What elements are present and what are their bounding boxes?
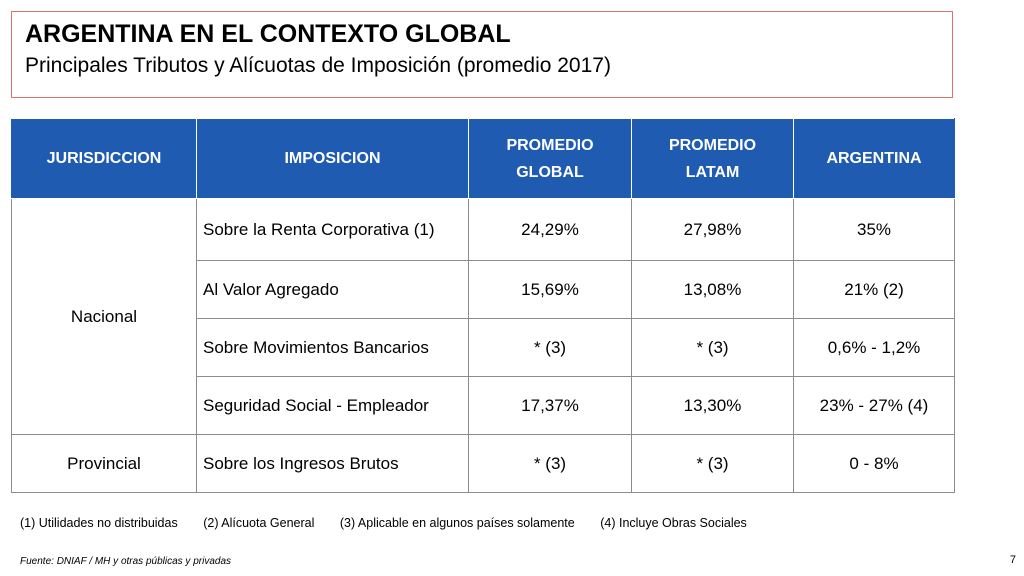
argentina-cell: 21% (2): [793, 260, 955, 319]
header-promedio-global: PROMEDIO GLOBAL: [468, 118, 632, 199]
footnote-4: (4) Incluye Obras Sociales: [600, 516, 747, 530]
jurisdiccion-cell-provincial: Provincial: [11, 434, 197, 493]
imposicion-cell: Sobre la Renta Corporativa (1): [196, 198, 469, 261]
table-row: Provincial Sobre los Ingresos Brutos * (…: [11, 434, 955, 493]
page-number: 7: [1009, 554, 1016, 566]
global-cell: * (3): [468, 318, 632, 377]
footnote-1: (1) Utilidades no distribuidas: [20, 516, 178, 530]
tax-rates-table: JURISDICCION IMPOSICION PROMEDIO GLOBAL …: [11, 118, 955, 493]
jurisdiccion-cell-nacional: Nacional: [11, 198, 197, 435]
page-title: ARGENTINA EN EL CONTEXTO GLOBAL: [25, 20, 511, 48]
table-row: Nacional Sobre la Renta Corporativa (1) …: [11, 198, 955, 435]
imposicion-cell: Sobre los Ingresos Brutos: [196, 434, 469, 493]
table-row: Seguridad Social - Empleador 17,37% 13,3…: [12, 376, 955, 435]
argentina-cell: 0 - 8%: [793, 434, 955, 493]
latam-cell: 27,98%: [631, 198, 794, 261]
header-promedio-latam: PROMEDIO LATAM: [631, 118, 794, 199]
global-cell: 24,29%: [468, 198, 632, 261]
header-imposicion: IMPOSICION: [196, 118, 469, 199]
table-header-row: JURISDICCION IMPOSICION PROMEDIO GLOBAL …: [11, 118, 955, 199]
latam-cell: * (3): [631, 318, 794, 377]
argentina-cell: 23% - 27% (4): [793, 376, 955, 435]
latam-cell: 13,30%: [631, 376, 794, 435]
table-row: Sobre Movimientos Bancarios * (3) * (3) …: [12, 318, 955, 377]
page-subtitle: Principales Tributos y Alícuotas de Impo…: [25, 54, 611, 77]
argentina-cell: 35%: [793, 198, 955, 261]
imposicion-cell: Al Valor Agregado: [196, 260, 469, 319]
header-promedio-global-line1: PROMEDIO: [506, 136, 594, 154]
header-promedio-global-line2: GLOBAL: [516, 163, 584, 181]
title-box: ARGENTINA EN EL CONTEXTO GLOBAL Principa…: [11, 11, 953, 98]
argentina-cell: 0,6% - 1,2%: [793, 318, 955, 377]
imposicion-cell: Seguridad Social - Empleador: [196, 376, 469, 435]
latam-cell: * (3): [631, 434, 794, 493]
header-promedio-latam-line2: LATAM: [685, 163, 740, 181]
global-cell: * (3): [468, 434, 632, 493]
imposicion-cell: Sobre Movimientos Bancarios: [196, 318, 469, 377]
table-row: Al Valor Agregado 15,69% 13,08% 21% (2): [12, 260, 955, 319]
global-cell: 15,69%: [468, 260, 632, 319]
latam-cell: 13,08%: [631, 260, 794, 319]
footnotes: (1) Utilidades no distribuidas (2) Alícu…: [20, 516, 769, 530]
header-jurisdiccion: JURISDICCION: [11, 118, 197, 199]
source-note: Fuente: DNIAF / MH y otras públicas y pr…: [20, 556, 232, 567]
footnote-3: (3) Aplicable en algunos países solament…: [339, 516, 575, 530]
header-argentina: ARGENTINA: [793, 118, 955, 199]
footnote-2: (2) Alícuota General: [203, 516, 315, 530]
header-promedio-latam-line1: PROMEDIO: [668, 136, 757, 154]
global-cell: 17,37%: [468, 376, 632, 435]
